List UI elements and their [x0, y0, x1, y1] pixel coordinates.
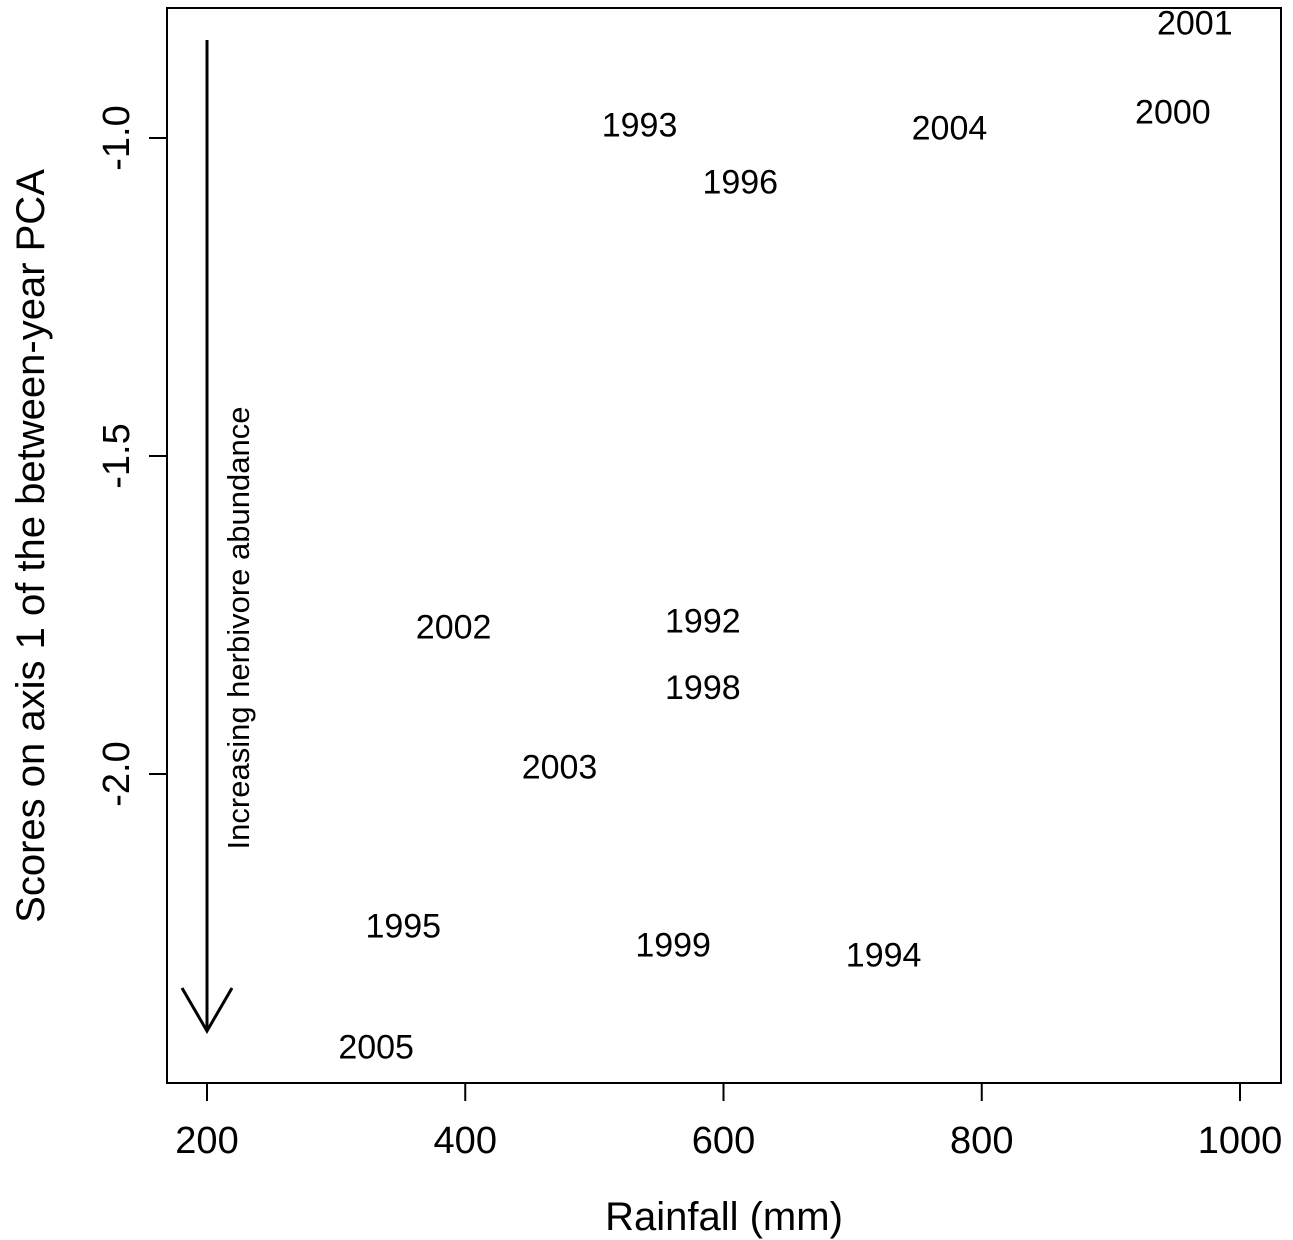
- x-axis-title: Rainfall (mm): [605, 1195, 843, 1239]
- point-label-2005: 2005: [338, 1028, 414, 1066]
- point-label-2001: 2001: [1157, 5, 1233, 43]
- data-points: 2001 2000 1993 2004 1996 2002 1992 1998 2003 1995…: [338, 5, 1232, 1067]
- point-label-1994: 1994: [846, 936, 922, 974]
- point-label-1996: 1996: [702, 164, 778, 202]
- point-label-1992: 1992: [665, 602, 741, 640]
- y-tick-label: -2.0: [96, 741, 138, 806]
- point-label-2002: 2002: [416, 609, 492, 647]
- y-axis-title: Scores on axis 1 of the between-year PCA: [9, 169, 53, 923]
- x-axis: 200 400 600 800 1000: [175, 1082, 1283, 1162]
- herbivore-arrow: [180, 40, 234, 1034]
- point-label-2003: 2003: [522, 749, 598, 787]
- point-label-2000: 2000: [1135, 94, 1211, 132]
- y-tick-label: -1.5: [96, 423, 138, 488]
- point-label-1993: 1993: [602, 106, 678, 144]
- point-label-1995: 1995: [365, 908, 441, 946]
- point-label-1998: 1998: [665, 669, 741, 707]
- x-tick-label: 400: [434, 1120, 497, 1162]
- point-label-1999: 1999: [635, 927, 711, 965]
- x-tick-label: 600: [692, 1120, 755, 1162]
- x-tick-label: 1000: [1198, 1120, 1283, 1162]
- arrow-head: [180, 987, 234, 1034]
- annotation-label: Increasing herbivore abundance: [221, 407, 256, 850]
- x-tick-label: 800: [950, 1120, 1013, 1162]
- point-label-2004: 2004: [912, 109, 988, 147]
- x-tick-label: 200: [175, 1120, 238, 1162]
- y-axis: -1.0 -1.5 -2.0: [96, 105, 167, 807]
- y-tick-label: -1.0: [96, 105, 138, 170]
